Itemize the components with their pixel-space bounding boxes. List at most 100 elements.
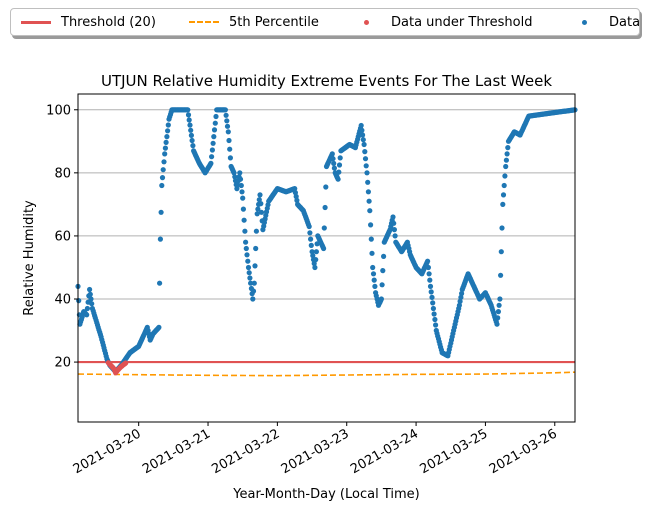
data-point-229	[240, 195, 246, 201]
data-point-421	[378, 296, 384, 302]
y-tick-label-100: 100	[46, 103, 71, 118]
data-point-237	[245, 264, 252, 271]
data-point-125	[165, 128, 171, 134]
data-point-321	[306, 223, 312, 230]
x-tick-label-2021-03-24: 2021-03-24	[348, 426, 421, 477]
legend-item-data: Data	[567, 9, 640, 35]
data-point-243	[250, 296, 256, 302]
data-point-396	[360, 137, 366, 143]
data-point-154	[185, 112, 192, 118]
legend-under-threshold-swatch	[349, 15, 383, 29]
data-point-486	[425, 264, 431, 271]
legend-data-label: Data	[609, 14, 641, 30]
data-point-329	[312, 264, 318, 271]
grid-lines	[78, 109, 575, 363]
data-point-596	[505, 145, 511, 151]
data-point-245	[251, 280, 257, 286]
data-point-485	[425, 258, 431, 264]
data-point-496	[433, 322, 439, 328]
y-axis-label: Relative Humidity	[22, 200, 37, 316]
data-point-113	[156, 324, 162, 330]
y-tick-label-80: 80	[54, 166, 71, 181]
data-point-192	[213, 113, 219, 120]
data-point-401	[364, 170, 370, 176]
data-point-232	[242, 228, 248, 234]
data-point-234	[243, 245, 249, 252]
legend-data-swatch	[567, 15, 601, 29]
data-point-344	[323, 184, 329, 190]
data-point-592	[502, 173, 508, 179]
legend-item-threshold: Threshold (20)	[19, 9, 156, 35]
data-point-302	[292, 190, 298, 196]
legend-percentile-label: 5th Percentile	[229, 14, 319, 30]
data-point-403	[365, 189, 371, 195]
data-point-230	[240, 206, 246, 212]
data-point-191	[212, 120, 218, 126]
data-point-19	[88, 296, 94, 302]
data-point-353	[329, 151, 335, 157]
data-point-595	[504, 151, 510, 157]
data-point-210	[226, 137, 232, 144]
legend-threshold-label: Threshold (20)	[61, 14, 156, 30]
data-point-235	[244, 252, 250, 258]
data-point-18	[87, 291, 93, 297]
data-point-411	[371, 277, 377, 283]
data-point-209	[225, 129, 231, 135]
legend-item-percentile: 5th Percentile	[187, 9, 319, 35]
data-point-399	[362, 156, 369, 162]
data-point-394	[359, 127, 365, 133]
y-ticks: 20 40 60 80 100	[46, 103, 78, 371]
data-point-246	[252, 263, 258, 269]
data-point-489	[427, 283, 434, 289]
legend-under-threshold-label: Data under Threshold	[391, 14, 533, 30]
data-point-325	[309, 249, 315, 255]
legend-threshold-swatch	[19, 15, 53, 29]
data-point-253	[257, 192, 263, 198]
data-point-153	[185, 107, 191, 113]
data-point-156	[187, 122, 193, 128]
data-point-326	[310, 253, 316, 259]
data-point-118	[159, 175, 166, 181]
data-point-490	[428, 289, 434, 295]
data-point-231	[241, 217, 247, 223]
data-point-584	[496, 302, 502, 308]
data-point-233	[243, 239, 249, 245]
data-point-591	[501, 182, 507, 189]
data-point-330	[313, 257, 319, 263]
data-point-423	[380, 268, 386, 274]
data-point-304	[294, 197, 300, 203]
data-point-20	[89, 301, 95, 307]
data-point-393	[358, 122, 364, 129]
data-point-254	[258, 201, 264, 207]
data-point-17	[87, 286, 93, 293]
data-point-488	[427, 277, 433, 283]
data-point-240	[248, 280, 254, 286]
data-point-218	[232, 174, 238, 180]
data-point-117	[159, 182, 165, 189]
chart-title: UTJUN Relative Humidity Extreme Events F…	[100, 72, 553, 90]
under-threshold-point-24	[123, 360, 129, 366]
data-point-115	[157, 236, 163, 242]
data-point-440	[392, 233, 398, 239]
percentile-5th-line	[77, 371, 576, 377]
data-point-402	[365, 179, 371, 185]
data-point-363	[336, 162, 343, 168]
data-point-155	[186, 117, 192, 123]
data-point-407	[368, 236, 374, 242]
data-point-406	[368, 222, 374, 228]
data-point-248	[253, 228, 259, 234]
data-point-252	[256, 197, 262, 203]
data-point-355	[331, 160, 337, 166]
data-point-249	[254, 211, 260, 217]
x-tick-label-2021-03-26: 2021-03-26	[487, 426, 560, 477]
legend: Threshold (20) 5th Percentile Data under…	[10, 8, 640, 36]
data-point-585	[497, 296, 503, 302]
data-point-328	[311, 260, 317, 267]
data-point-186	[209, 154, 215, 160]
data-point-119	[160, 167, 166, 173]
data-point-400	[363, 163, 369, 169]
data-point-361	[335, 176, 341, 182]
data-point-121	[162, 151, 168, 157]
percentile-line-group	[77, 371, 576, 377]
data-point-255	[258, 209, 265, 215]
